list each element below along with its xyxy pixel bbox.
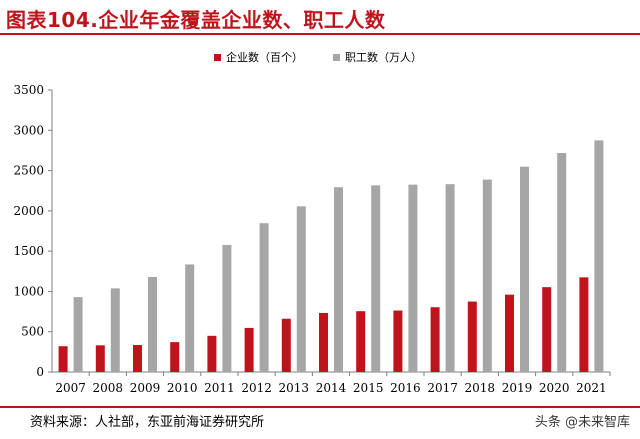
x-tick-label: 2017 bbox=[427, 381, 458, 395]
legend-label: 职工数（万人） bbox=[345, 51, 422, 64]
y-tick-label: 0 bbox=[36, 365, 44, 379]
y-tick-label: 3000 bbox=[13, 123, 44, 137]
title-divider bbox=[0, 33, 640, 35]
bar-employees bbox=[408, 184, 418, 372]
y-tick-label: 2000 bbox=[13, 204, 44, 218]
x-tick-label: 2009 bbox=[130, 381, 161, 395]
y-axis: 0 500 1000 1500 2000 2500 3000 3500 bbox=[13, 83, 53, 379]
bar-enterprises bbox=[95, 345, 105, 372]
source-note: 资料来源：人社部，东亚前海证券研究所 bbox=[30, 415, 265, 430]
bar-employees bbox=[73, 297, 83, 372]
x-tick-label: 2020 bbox=[539, 381, 570, 395]
bar-employees bbox=[296, 206, 306, 372]
bar-enterprises bbox=[170, 342, 180, 372]
y-tick-label: 3500 bbox=[13, 83, 44, 97]
bar-enterprises bbox=[319, 312, 328, 372]
bar-employees bbox=[334, 187, 343, 372]
y-tick-label: 1500 bbox=[13, 244, 44, 258]
x-tick-label: 2012 bbox=[241, 381, 272, 395]
bars bbox=[58, 140, 604, 372]
x-tick-label: 2013 bbox=[279, 381, 310, 395]
bar-enterprises bbox=[430, 307, 440, 372]
legend-label: 企业数（百个） bbox=[226, 50, 303, 64]
bar-enterprises bbox=[505, 294, 514, 372]
bar-enterprises bbox=[281, 318, 291, 372]
x-tick-label: 2010 bbox=[167, 381, 198, 395]
bar-employees bbox=[222, 244, 232, 372]
x-tick-label: 2021 bbox=[576, 381, 607, 395]
bar-employees bbox=[148, 277, 157, 372]
bar-chart: 企业数（百个） 职工数（万人） 0 500 1000 1500 2000 2500 3000 3… bbox=[13, 50, 611, 395]
x-tick-label: 2016 bbox=[390, 381, 421, 395]
x-axis: 2007 2008 2009 2010 2011 2012 2013 2014 2015 2016… bbox=[52, 371, 611, 395]
x-tick-label: 2011 bbox=[204, 381, 235, 395]
x-tick-label: 2018 bbox=[465, 381, 496, 395]
bar-employees bbox=[594, 140, 604, 372]
bar-employees bbox=[259, 223, 269, 372]
bar-employees bbox=[557, 153, 567, 372]
bar-enterprises bbox=[467, 301, 477, 372]
legend-swatch bbox=[333, 54, 340, 61]
bar-enterprises bbox=[207, 335, 217, 372]
y-tick-label: 1000 bbox=[13, 284, 44, 298]
bar-enterprises bbox=[393, 310, 403, 372]
bar-enterprises bbox=[58, 346, 68, 372]
legend-swatch bbox=[214, 54, 221, 61]
x-tick-label: 2007 bbox=[55, 381, 86, 395]
bar-enterprises bbox=[133, 345, 142, 372]
x-tick-label: 2014 bbox=[316, 381, 347, 395]
bar-employees bbox=[185, 264, 195, 372]
bar-employees bbox=[520, 166, 529, 372]
bar-employees bbox=[445, 184, 455, 372]
watermark: 头条 @未来智库 bbox=[534, 415, 630, 430]
bar-employees bbox=[482, 179, 492, 372]
x-tick-label: 2019 bbox=[502, 381, 533, 395]
chart-title: 图表104.企业年金覆盖企业数、职工人数 bbox=[6, 8, 386, 32]
y-tick-label: 2500 bbox=[13, 164, 44, 178]
bar-employees bbox=[371, 185, 381, 372]
legend: 企业数（百个） 职工数（万人） bbox=[214, 50, 422, 64]
bar-enterprises bbox=[579, 277, 589, 372]
bar-enterprises bbox=[244, 327, 254, 372]
footer-divider bbox=[0, 406, 640, 408]
bar-enterprises bbox=[356, 311, 366, 372]
x-tick-label: 2008 bbox=[93, 381, 124, 395]
x-tick-label: 2015 bbox=[353, 381, 384, 395]
y-tick-label: 500 bbox=[21, 325, 44, 339]
bar-enterprises bbox=[542, 287, 552, 372]
bar-employees bbox=[110, 288, 120, 372]
